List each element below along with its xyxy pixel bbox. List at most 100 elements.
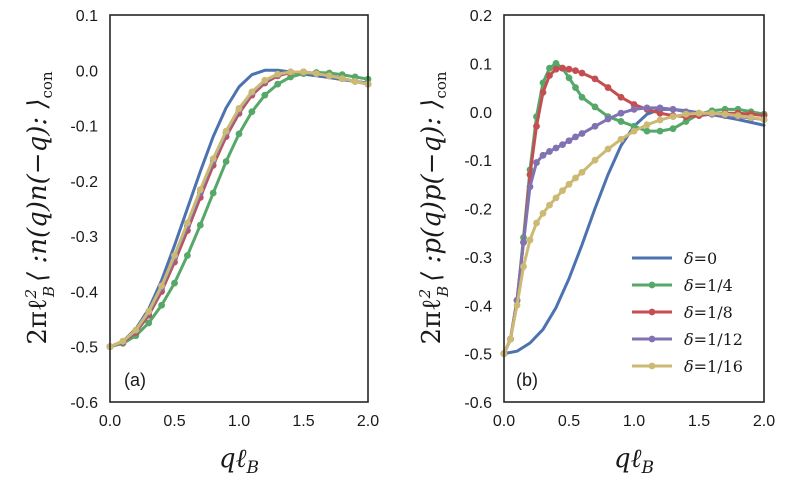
- panel-b-series-3-point: [559, 141, 566, 149]
- panel-a-series-4-point: [313, 70, 320, 77]
- legend-entry-1-16: δ=1/16: [632, 357, 743, 376]
- panel-a-series-4-point: [209, 155, 217, 163]
- panel-b-x-tick-label: 0.0: [493, 413, 515, 430]
- panel-b-series-1-point: [578, 93, 586, 101]
- panel-b-y-tick-label: -0.1: [464, 153, 492, 170]
- panel-a-y-tick-label: 0.0: [76, 63, 98, 80]
- legend-swatch-marker: [648, 335, 656, 343]
- panel-b-series-4-point: [526, 236, 534, 244]
- panel-a-series-1-point: [209, 189, 217, 197]
- panel-b-series-3-point: [520, 238, 527, 246]
- legend-entry-0: δ=0: [632, 249, 717, 268]
- panel-b-series-4-point: [682, 110, 690, 118]
- panel-a-y-tick-label: -0.5: [70, 340, 98, 357]
- panel-a-x-tick-label: 1.0: [228, 413, 250, 430]
- panel-a-y-tick-label: -0.6: [70, 395, 98, 412]
- legend-label: δ=1/4: [684, 276, 733, 295]
- panel-a-series-4-point: [132, 326, 140, 334]
- panel-b-frame: [503, 14, 765, 403]
- panel-b-series-3-point: [572, 133, 579, 141]
- panel-b-series-4-point: [643, 121, 651, 129]
- panel-a-series-1-point: [145, 319, 153, 327]
- panel-b-series-3-point: [630, 105, 638, 113]
- panel-a-series-4-point: [145, 307, 153, 315]
- panel-b-series-3-point: [617, 109, 625, 117]
- panel-a-series-1-point: [261, 91, 269, 99]
- panel-b-series-2-point: [656, 109, 664, 117]
- panel-b-series-2-point: [630, 101, 638, 108]
- panel-a-series-4-point: [222, 127, 230, 135]
- panel-b-series-3-point: [552, 144, 560, 152]
- panel-b-series-4-point: [578, 168, 586, 176]
- panel-a-series-1-point: [158, 301, 166, 309]
- panel-a-series-0: [108, 68, 370, 349]
- panel-a: 0.0 0.5 1.0 1.5 2.0 -0.6 -0.5 -0.4 -0.3 -0.2 -0.1 0…: [22, 8, 379, 478]
- panel-b-series-1-point: [552, 59, 560, 67]
- panel-a-y-axis-label: 2πℓ2B⟨ :n(q)n(−q): ⟩con: [22, 71, 58, 345]
- panel-b-series-4-point: [630, 127, 638, 135]
- panel-b-series-2-point: [565, 65, 573, 73]
- panel-b-series-3-point: [539, 151, 547, 159]
- panel-b-y-tick-label: 0.1: [470, 56, 492, 73]
- panel-b-series-3-point: [604, 115, 612, 123]
- panel-b-legend: δ=0 δ=1/4 δ=1/8 δ=1/12 δ=1/16: [632, 249, 743, 376]
- panel-b-label: (b): [516, 370, 538, 390]
- panel-a-series-1-point: [222, 158, 230, 165]
- panel-b-series-3-point: [591, 122, 599, 130]
- panel-b-series-2-point: [604, 84, 612, 91]
- panel-a-series-1-point: [274, 80, 282, 88]
- panel-b-series-2-point: [572, 67, 579, 75]
- panel-b-x-tick-label: 1.0: [623, 413, 645, 430]
- panel-b-series-2-point: [559, 64, 566, 72]
- panel-a-series-1-point: [235, 130, 243, 138]
- panel-b-series-4-point: [533, 219, 540, 227]
- panel-b-series: [500, 59, 768, 358]
- panel-a-series-4-point: [325, 72, 333, 80]
- panel-a-series-4-point: [171, 252, 178, 259]
- panel-a-series-4-point: [235, 105, 243, 112]
- panel-a-y-tick-label: 0.1: [76, 8, 98, 25]
- panel-b-y-tick-label: -0.4: [464, 298, 492, 315]
- panel-b-series-4-point: [559, 187, 566, 195]
- panel-b-series-4: [500, 109, 768, 358]
- panel-b-series-4-point: [695, 109, 703, 117]
- panel-b-series-4-point: [565, 180, 573, 188]
- legend-swatch-marker: [648, 308, 656, 316]
- panel-b-series-4-point: [591, 156, 599, 164]
- legend-swatch-marker: [648, 281, 656, 289]
- panel-b-series-1-point: [669, 125, 677, 133]
- panel-a-x-tick-label: 2.0: [357, 413, 379, 430]
- legend-entry-1-4: δ=1/4: [632, 276, 733, 295]
- legend-label: δ=1/8: [684, 303, 733, 322]
- legend-label: δ=0: [684, 249, 717, 268]
- panel-b-y-tick-label: -0.2: [464, 202, 492, 219]
- panel-b-series-2-point: [617, 93, 625, 101]
- panel-b-y-tick-label: 0.2: [470, 8, 492, 25]
- panel-a-x-tick-label: 0.0: [99, 413, 121, 430]
- panel-b-series-4-point: [734, 112, 742, 120]
- panel-b-series-1-point: [643, 127, 651, 135]
- panel-a-y-tick-label: -0.1: [70, 119, 98, 136]
- panel-b-series-1-point: [656, 127, 664, 135]
- panel-b-y-tick-label: -0.6: [464, 395, 492, 412]
- panel-b-x-tick-label: 2.0: [753, 413, 775, 430]
- panel-b-x-tick-label: 0.5: [558, 413, 580, 430]
- panel-b-series-1-point: [565, 74, 573, 82]
- panel-b-y-tick-label: -0.5: [464, 347, 492, 364]
- panel-b-series-2-point: [546, 72, 553, 79]
- panel-b-series-4-point: [572, 174, 579, 182]
- panel-a-series-4-point: [300, 68, 307, 76]
- panel-b-series-4-point: [507, 335, 514, 343]
- panel-a-series-4-point: [351, 77, 359, 85]
- panel-b-series-2-point: [578, 69, 586, 77]
- panel-b-x-tick-label: 1.5: [688, 413, 710, 430]
- panel-b-series-4-point: [669, 113, 677, 120]
- panel-a-series-1-point: [184, 252, 191, 259]
- panel-a-series-4-point: [158, 282, 166, 290]
- panel-a-series-4-point: [196, 186, 204, 194]
- panel-b-series-1-point: [630, 122, 638, 130]
- panel-b-series-1-point: [682, 118, 690, 125]
- panel-b-series-4-point: [721, 110, 729, 118]
- panel-b-series-3-point: [546, 148, 553, 155]
- panel-a-frame: [109, 14, 369, 403]
